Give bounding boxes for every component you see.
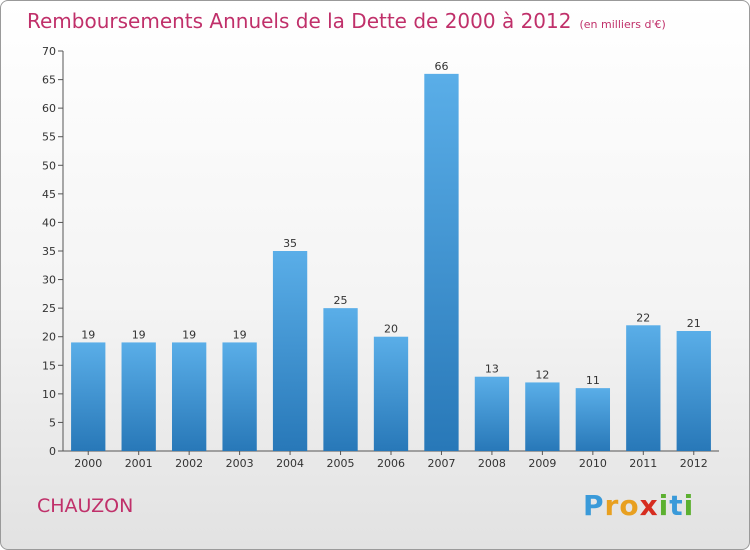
y-tick-label: 40 <box>42 216 56 229</box>
x-tick-label-2008: 2008 <box>478 457 506 470</box>
bar-2007 <box>424 73 459 451</box>
y-axis: 0 5 10 15 20 25 30 35 40 45 50 55 60 65 70 <box>42 45 64 458</box>
chart-title-unit: (en milliers d'€) <box>579 18 666 31</box>
logo-letter: P <box>583 489 605 522</box>
x-tick-label-2006: 2006 <box>377 457 405 470</box>
data-label-2006: 20 <box>384 323 398 336</box>
data-label-2007: 66 <box>434 60 448 73</box>
bar-2009 <box>525 382 560 451</box>
data-label-2012: 21 <box>687 317 701 330</box>
x-tick-label-2012: 2012 <box>680 457 708 470</box>
bar-2006 <box>373 336 409 451</box>
logo-letter: t <box>669 489 684 522</box>
logo-letter: o <box>619 489 640 522</box>
proxiti-logo[interactable]: Proxiti <box>583 489 694 522</box>
x-tick-label-2004: 2004 <box>276 457 304 470</box>
data-label-2011: 22 <box>636 311 650 324</box>
data-label-2010: 11 <box>586 374 600 387</box>
y-tick-label: 70 <box>42 45 56 58</box>
x-tick-label-2005: 2005 <box>327 457 355 470</box>
x-axis: 2000 2001 2002 2003 2004 2005 2006 2007 2008 2009… <box>63 450 719 470</box>
bar-2002 <box>171 342 207 451</box>
bar-2010 <box>575 388 611 451</box>
chart-title: Remboursements Annuels de la Dette de 20… <box>27 9 666 33</box>
data-label-2008: 13 <box>485 363 499 376</box>
x-tick-label-2003: 2003 <box>226 457 254 470</box>
y-tick-label: 30 <box>42 274 56 287</box>
y-tick-label: 35 <box>42 245 56 258</box>
x-tick-label-2009: 2009 <box>528 457 556 470</box>
y-tick-label: 5 <box>49 416 56 429</box>
bar-2001 <box>121 342 156 451</box>
logo-letter: i <box>683 489 695 522</box>
bar-2005 <box>323 308 358 451</box>
y-tick-label: 50 <box>42 159 56 172</box>
x-tick-label-2010: 2010 <box>579 457 607 470</box>
chart-title-main: Remboursements Annuels de la Dette de 20… <box>27 9 572 33</box>
data-label-2003: 19 <box>233 328 247 341</box>
y-tick-label: 20 <box>42 331 56 344</box>
bar-2011 <box>626 325 661 451</box>
data-label-2009: 12 <box>535 368 549 381</box>
bar-2012 <box>676 331 711 451</box>
bars <box>71 73 711 451</box>
x-tick-label-2011: 2011 <box>629 457 657 470</box>
y-tick-label: 55 <box>42 131 56 144</box>
data-label-2001: 19 <box>132 328 146 341</box>
bar-2004 <box>272 251 308 451</box>
data-label-2005: 25 <box>334 294 348 307</box>
y-tick-label: 60 <box>42 102 56 115</box>
data-labels: 19 19 19 19 35 25 20 66 13 12 11 22 21 <box>81 60 701 387</box>
logo-letter: r <box>604 489 620 522</box>
bar-2000 <box>71 342 106 451</box>
y-tick-label: 0 <box>49 445 56 458</box>
data-label-2002: 19 <box>182 328 196 341</box>
bar-2003 <box>222 342 257 451</box>
x-tick-label-2001: 2001 <box>125 457 153 470</box>
y-tick-label: 65 <box>42 74 56 87</box>
bar-2008 <box>474 376 510 451</box>
x-tick-label-2002: 2002 <box>175 457 203 470</box>
y-tick-label: 10 <box>42 388 56 401</box>
logo-letter: x <box>639 489 659 522</box>
y-tick-label: 45 <box>42 188 56 201</box>
logo-letter: i <box>658 489 670 522</box>
x-tick-label-2000: 2000 <box>74 457 102 470</box>
x-tick-label-2007: 2007 <box>427 457 455 470</box>
data-label-2004: 35 <box>283 237 297 250</box>
commune-name: CHAUZON <box>37 495 134 517</box>
data-label-2000: 19 <box>81 328 95 341</box>
y-tick-label: 25 <box>42 302 56 315</box>
y-tick-label: 15 <box>42 359 56 372</box>
